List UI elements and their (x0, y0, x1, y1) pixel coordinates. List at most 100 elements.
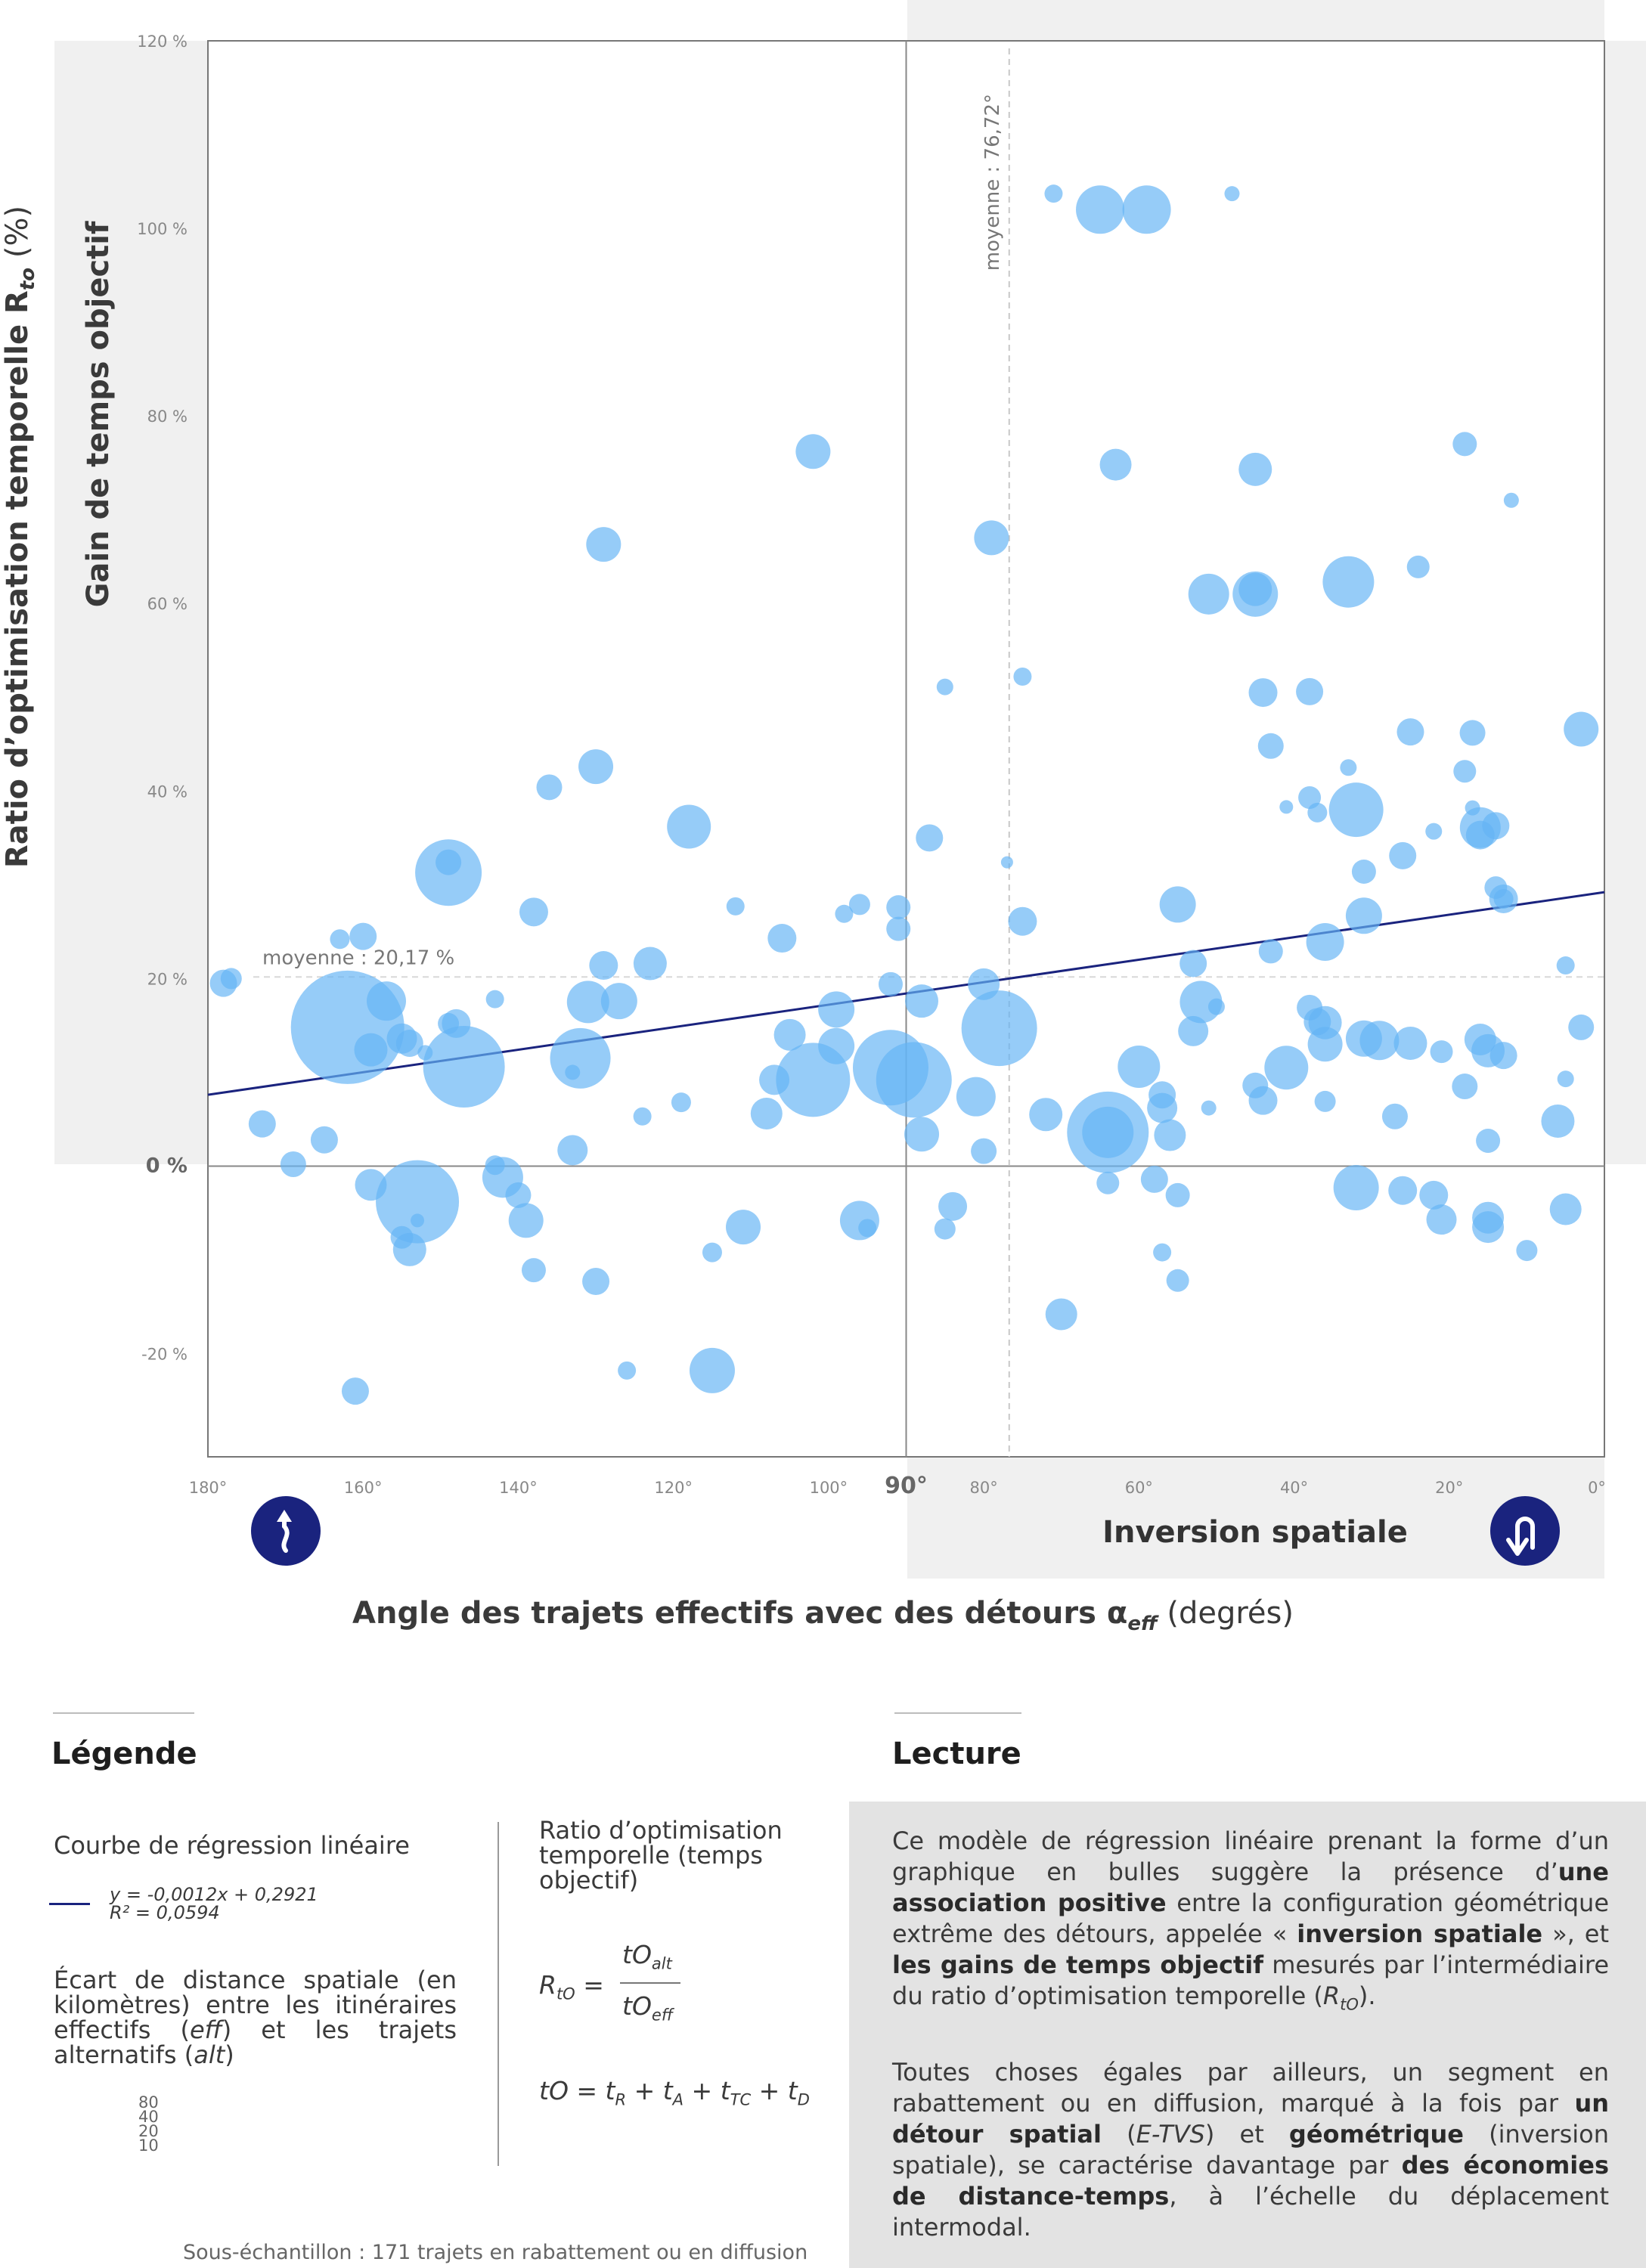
bubble (1044, 184, 1063, 203)
bubble (1258, 939, 1283, 964)
chart-shade-far-right (1604, 41, 1646, 1164)
x-tick-label: 60° (1125, 1479, 1153, 1497)
size-value-20: 20 (138, 2122, 159, 2140)
bubble (1406, 555, 1430, 578)
bubble (1306, 923, 1344, 962)
bubble (1359, 1021, 1400, 1061)
formula-denominator: tOeff (622, 1991, 673, 2025)
bubble (1178, 1015, 1209, 1046)
lecture-p2-e: ) et (1204, 2120, 1289, 2149)
bubble (1122, 185, 1171, 234)
bubble (395, 1029, 423, 1057)
u-turn-arrow-icon (1490, 1496, 1560, 1566)
formula-sum-lhs: tO = t (539, 2076, 615, 2105)
bubble (726, 1210, 761, 1245)
bubble (1238, 452, 1272, 486)
formula-sum: tO = tR + tA + tTC + tD (539, 2076, 810, 2109)
x-tick-label: 90° (885, 1473, 928, 1499)
formula-lhs-r: R (539, 1970, 556, 2000)
bubble (1425, 823, 1443, 840)
formula-num-text: tO (622, 1940, 652, 1969)
lecture-p1-g: mesurés par l’intermédiaire du ratio d’o… (892, 1950, 1610, 2010)
bubble (354, 1033, 388, 1067)
bubble (1556, 956, 1575, 975)
x-tick-label: 160° (344, 1479, 383, 1497)
size-label-alt: alt (194, 2040, 225, 2069)
lecture-p2-d: E-TVS (1136, 2120, 1205, 2149)
bubble (934, 1218, 956, 1240)
bubble (1388, 1176, 1418, 1205)
bubble (1345, 897, 1382, 934)
bubble (1493, 888, 1514, 909)
x-tick-label: 180° (189, 1479, 228, 1497)
lecture-p2-c: ( (1101, 2120, 1136, 2149)
regression-equation: y = -0,0012x + 0,2921 (110, 1884, 318, 1905)
bubble (1207, 998, 1225, 1015)
bubble (600, 983, 637, 1020)
bubble (367, 981, 407, 1021)
bubble (566, 981, 609, 1024)
lecture-p2-h: des économies de distance-temps (892, 2151, 1610, 2211)
lecture-heading: Lecture (892, 1737, 1021, 1771)
size-label-line4c: ) (225, 2040, 234, 2069)
sample-note: Sous-échantillon : 171 trajets en rabatt… (183, 2241, 808, 2264)
y-tick-label: 40 % (147, 782, 188, 801)
bubble (1188, 573, 1229, 615)
bubble (1224, 186, 1240, 202)
lecture-p1-j: ). (1358, 1981, 1376, 2010)
bubble (835, 904, 854, 923)
x-axis-title-unit: (degrés) (1167, 1596, 1294, 1631)
lecture-p1-b: une association positive (892, 1857, 1609, 1917)
regression-label: Courbe de régression linéaire (54, 1831, 410, 1860)
chart-shade-left (54, 41, 208, 1164)
bubble (1459, 720, 1486, 746)
ratio-label: Ratio d’optimisation temporelle (temps o… (539, 1818, 783, 1893)
bubble (916, 824, 944, 852)
y-tick-label: 80 % (147, 407, 188, 426)
bubble (1557, 1070, 1574, 1088)
bubble (589, 951, 618, 981)
bubble (1489, 1042, 1517, 1070)
formula-den-text: tO (622, 1991, 652, 2021)
bubble (1201, 1100, 1217, 1116)
bubble (1099, 448, 1132, 481)
bubble (505, 1182, 532, 1208)
bubble (618, 1361, 637, 1380)
bubble (485, 990, 504, 1009)
bubble (521, 1258, 546, 1283)
x-tick-label: 20° (1435, 1479, 1463, 1497)
bubble (1328, 782, 1384, 838)
y-tick-label: 100 % (137, 220, 188, 238)
bubble (1008, 906, 1037, 936)
regression-legend-swatch (49, 1903, 90, 1905)
bubble (1322, 556, 1375, 608)
bubble (1159, 886, 1196, 923)
size-label-eff: eff (189, 2015, 222, 2044)
lecture-paragraph-2: Toutes choses égales par ailleurs, un se… (892, 2057, 1609, 2243)
mean-x-label: moyenne : 76,72° (981, 94, 1004, 271)
formula-lhs: RtO = (539, 1970, 604, 2003)
bubble (726, 897, 745, 916)
lecture-box (849, 1802, 1646, 2268)
formula-sum-d: D (797, 2090, 810, 2109)
size-label-line1: Écart de distance spatiale (en (54, 1966, 457, 1994)
bubble (818, 991, 855, 1028)
lecture-p1-c: entre la configuration géométrique extrê… (892, 1888, 1610, 1948)
lecture-p1-e: », et (1542, 1919, 1610, 1948)
bubble (1314, 1090, 1336, 1112)
lecture-p1-a: Ce modèle de régression linéaire prenant… (892, 1826, 1609, 1886)
bubble (1564, 711, 1599, 747)
bubble (536, 774, 563, 801)
bubble (1430, 1040, 1453, 1064)
bubble (330, 929, 350, 950)
bubble (248, 1110, 276, 1138)
bubble (961, 990, 1037, 1067)
x-tick-label: 40° (1280, 1479, 1308, 1497)
bubble (974, 520, 1009, 556)
size-value-10: 10 (138, 2136, 159, 2155)
y-tick-label: 20 % (147, 970, 188, 988)
bubble (1248, 678, 1278, 708)
bubble (349, 922, 377, 950)
bubble (1381, 1103, 1408, 1129)
bubble (1472, 1211, 1505, 1244)
